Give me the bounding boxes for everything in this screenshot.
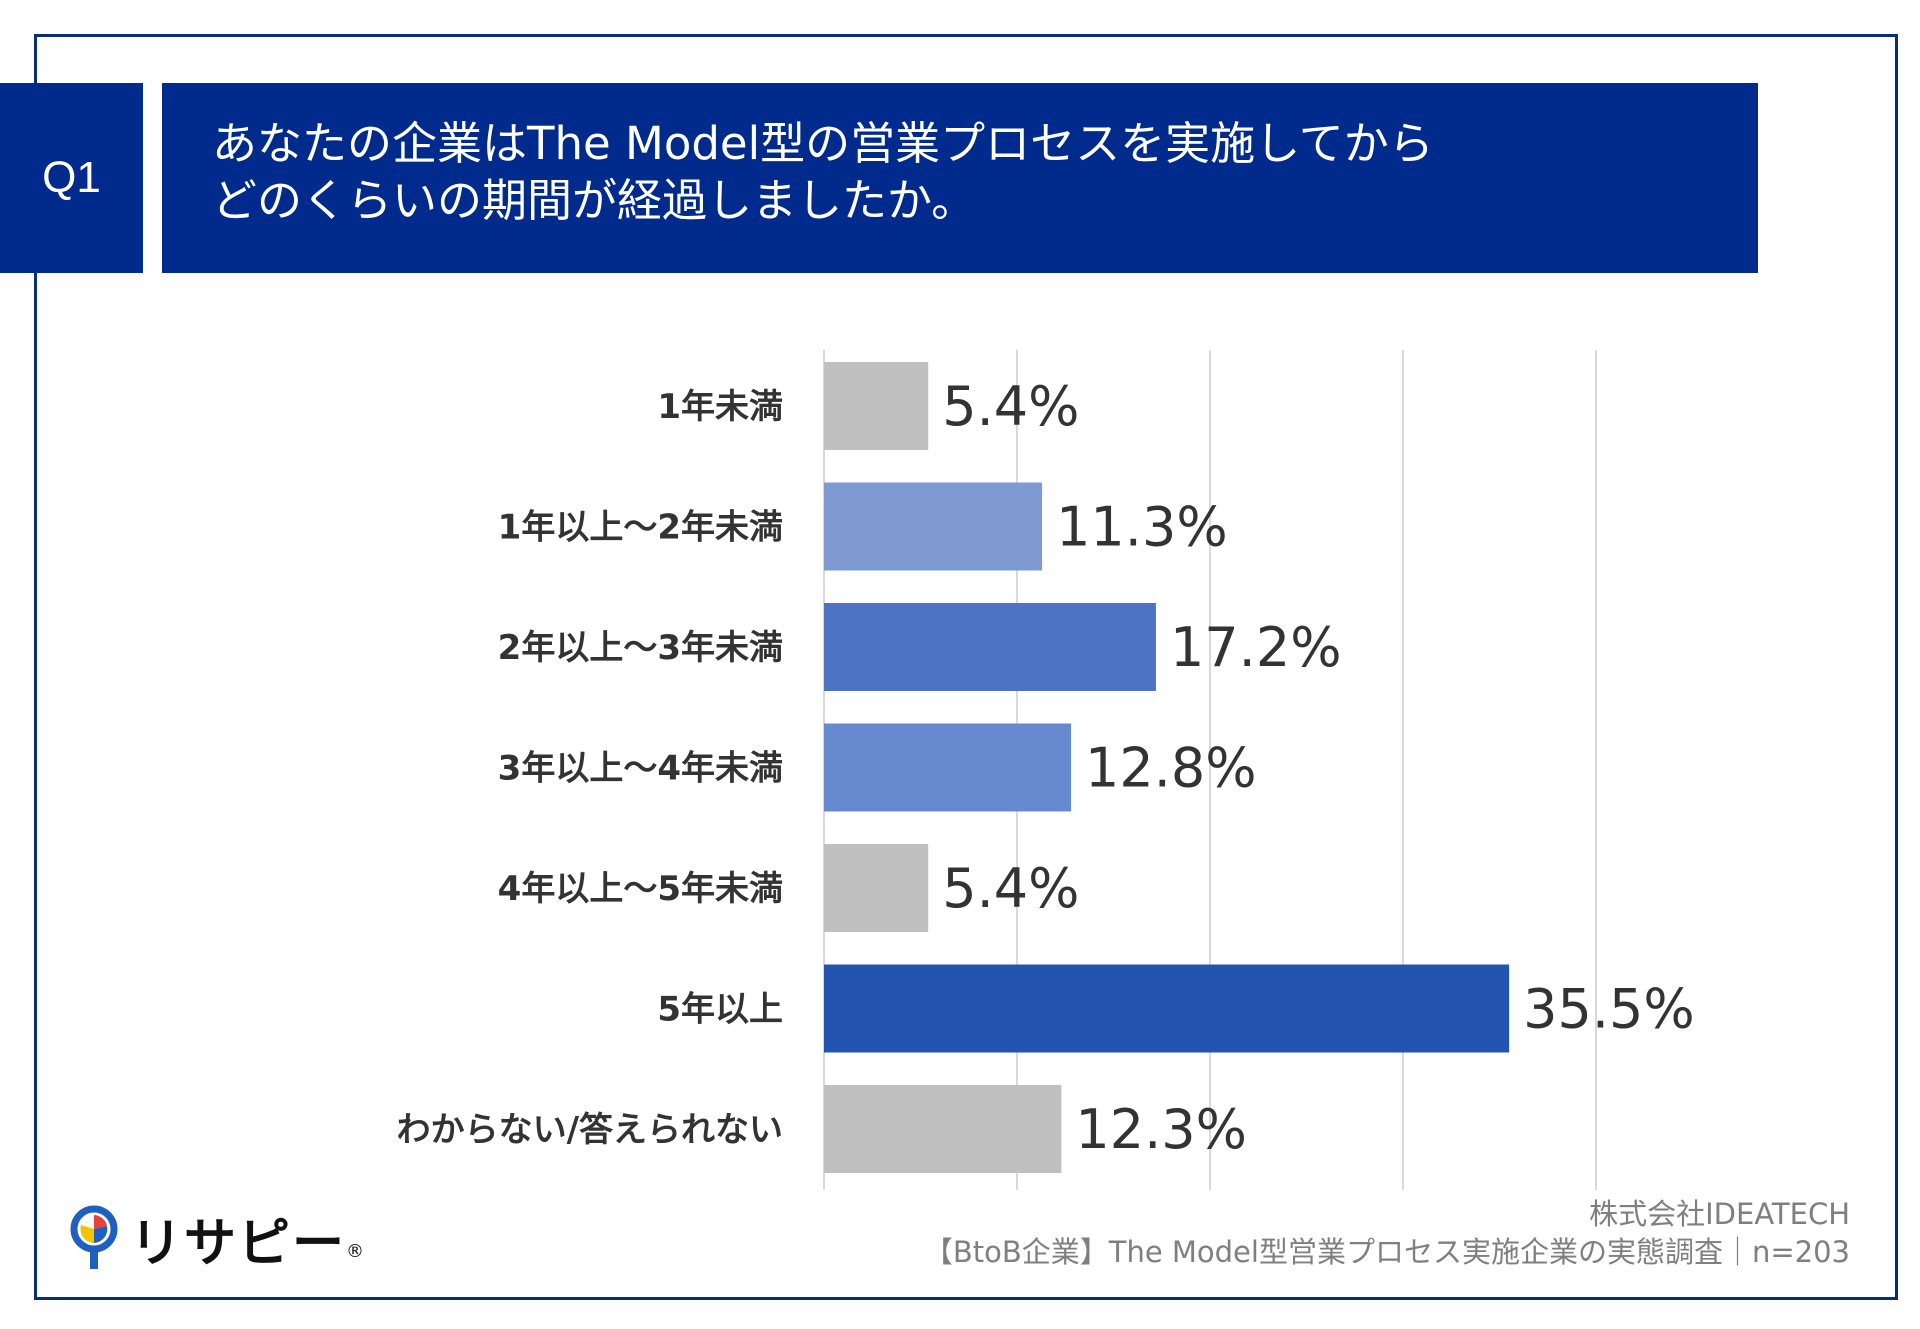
source-note: 株式会社IDEATECH 【BtoB企業】The Model型営業プロセス実施企… bbox=[924, 1195, 1850, 1271]
value-label-3: 12.8% bbox=[1085, 737, 1257, 800]
value-label-0: 5.4% bbox=[942, 375, 1079, 438]
question-line-2: どのくらいの期間が経過しましたか。 bbox=[212, 174, 977, 227]
category-label-5: 5年以上 bbox=[657, 990, 783, 1030]
bar-1 bbox=[824, 482, 1043, 571]
bar-2 bbox=[824, 603, 1156, 691]
source-survey: 【BtoB企業】The Model型営業プロセス実施企業の実態調査｜n=203 bbox=[923, 1235, 1850, 1269]
category-label-2: 2年以上〜3年未満 bbox=[498, 628, 783, 668]
bar-6 bbox=[824, 1085, 1062, 1173]
value-label-1: 11.3% bbox=[1056, 496, 1228, 559]
risapy-logo: リサピー ® bbox=[70, 1205, 365, 1274]
value-label-5: 35.5% bbox=[1523, 978, 1695, 1041]
question-number: Q1 bbox=[42, 153, 101, 202]
value-label-4: 5.4% bbox=[942, 857, 1079, 920]
bar-0 bbox=[824, 362, 929, 450]
category-label-3: 3年以上〜4年未満 bbox=[498, 749, 783, 789]
logo-text: リサピー bbox=[130, 1213, 347, 1274]
category-label-1: 1年以上〜2年未満 bbox=[498, 508, 783, 548]
lightbulb-pin-icon bbox=[70, 1205, 118, 1269]
question-line-1: あなたの企業はThe Model型の営業プロセスを実施してから bbox=[212, 117, 1434, 170]
category-label-6: わからない/答えられない bbox=[397, 1110, 783, 1150]
bar-4 bbox=[824, 844, 929, 932]
registered-mark: ® bbox=[346, 1241, 365, 1262]
source-company: 株式会社IDEATECH bbox=[1589, 1197, 1850, 1231]
category-label-0: 1年未満 bbox=[657, 387, 783, 427]
value-label-6: 12.3% bbox=[1075, 1098, 1247, 1161]
question-title: あなたの企業はThe Model型の営業プロセスを実施してから どのくらいの期間… bbox=[162, 83, 1758, 273]
bar-chart: 1年未満 5.4% 1年以上〜2年未満 11.3% 2年以上〜3年未満 17.2% 3年以上… bbox=[397, 350, 1695, 1190]
value-label-2: 17.2% bbox=[1170, 616, 1342, 679]
bar-3 bbox=[824, 723, 1072, 812]
bar-5 bbox=[824, 964, 1510, 1053]
category-label-4: 4年以上〜5年未満 bbox=[498, 869, 783, 909]
content-frame bbox=[34, 34, 1898, 1300]
question-number-badge: Q1 bbox=[0, 83, 143, 273]
